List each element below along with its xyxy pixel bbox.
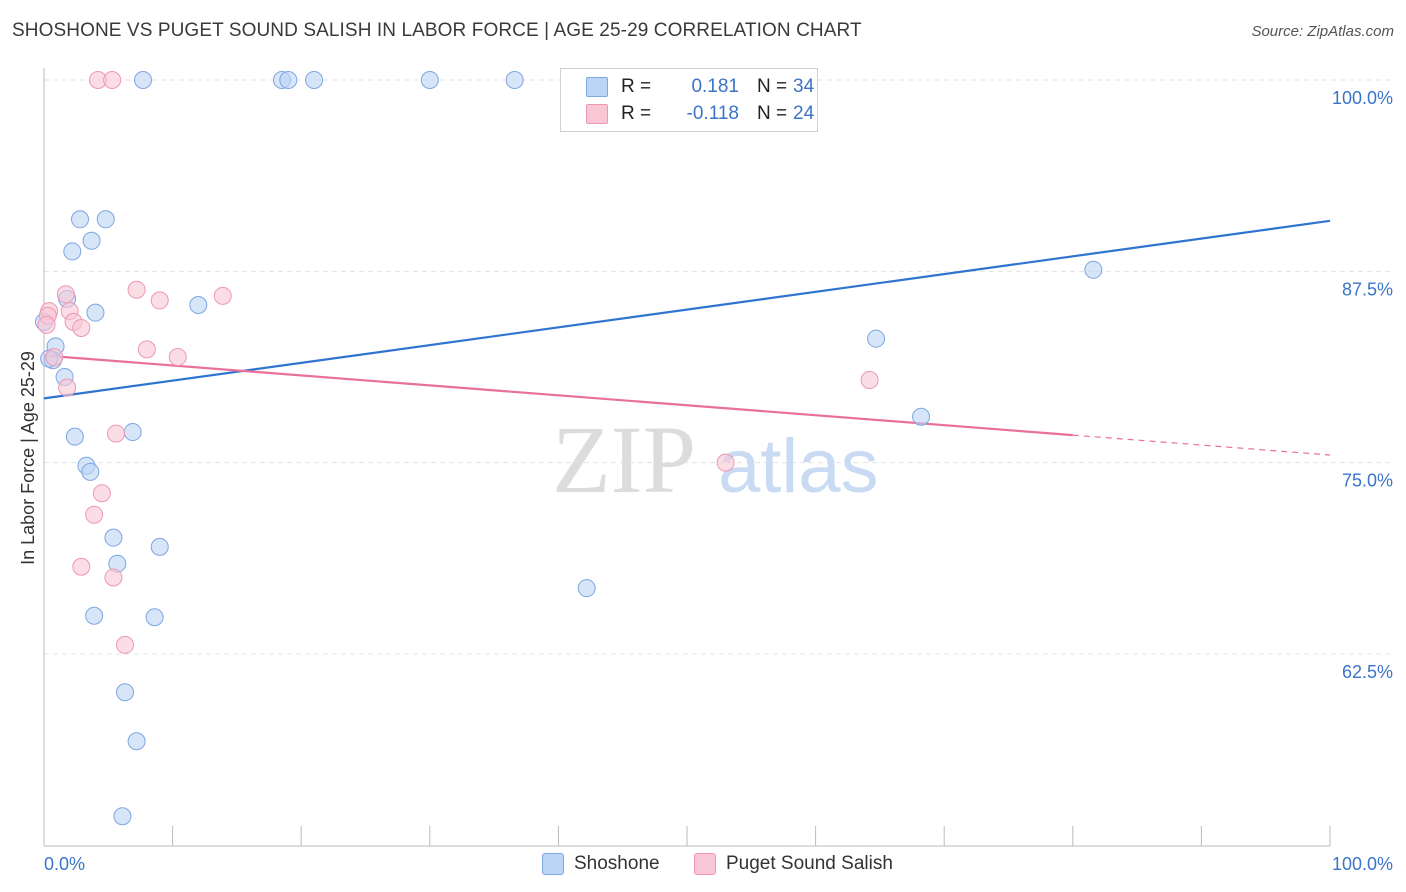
grid-lines (44, 79, 1394, 655)
salish-point (92, 484, 111, 503)
salish-point (213, 286, 232, 305)
salish-point (58, 378, 77, 397)
shoshone-point (505, 71, 524, 89)
salish-point (45, 348, 64, 367)
axes (43, 68, 1331, 847)
shoshone-point (65, 427, 84, 446)
y-tick-label: 75.0% (1342, 471, 1393, 491)
shoshone-point (71, 210, 90, 229)
shoshone-point (134, 71, 153, 89)
y-axis-label: In Labor Force | Age 25-29 (18, 351, 38, 565)
salish-point (37, 315, 56, 334)
shoshone-point (279, 71, 298, 89)
shoshone-point (123, 423, 142, 442)
shoshone-point (82, 231, 101, 250)
n-label: N = (757, 103, 788, 124)
r-value: 0.181 (691, 76, 739, 97)
tick-labels: 62.5% 75.0% 87.5% 100.0% 0.0% 100.0% (44, 88, 1393, 874)
correlation-legend: R = 0.181 N = 34 R = -0.118 N = 24 (560, 68, 818, 132)
shoshone-point (85, 606, 104, 625)
shoshone-point (113, 807, 132, 826)
x-tick-label-max: 100.0% (1332, 854, 1393, 874)
salish-point (72, 318, 91, 337)
shoshone-point (305, 71, 324, 89)
salish-point (85, 505, 104, 524)
salish-swatch (694, 853, 716, 875)
shoshone-point (867, 329, 886, 348)
r-label: R = (621, 76, 652, 97)
n-label: N = (757, 76, 788, 97)
data-points (35, 71, 1103, 826)
shoshone-point (189, 296, 208, 315)
trend-line-shoshone (43, 219, 1331, 400)
shoshone-point (912, 407, 931, 426)
shoshone-point (63, 242, 82, 261)
shoshone-point (577, 579, 596, 598)
salish-point (860, 371, 879, 390)
shoshone-point (96, 210, 115, 229)
salish-point (168, 348, 187, 367)
shoshone-point (127, 732, 146, 751)
y-tick-label: 87.5% (1342, 279, 1393, 299)
n-value: 34 (793, 76, 815, 97)
y-tick-label: 62.5% (1342, 662, 1393, 682)
salish-point (137, 340, 156, 359)
legend-label-shoshone: Shoshone (574, 853, 660, 874)
trend-line-salish (43, 354, 1073, 437)
salish-point (56, 285, 75, 304)
watermark-atlas: atlas (718, 424, 879, 509)
salish-point (116, 635, 135, 654)
x-tick-label-min: 0.0% (44, 854, 85, 874)
shoshone-point (86, 303, 105, 322)
shoshone-point (116, 683, 135, 702)
salish-point (127, 280, 146, 299)
salish-swatch (586, 104, 608, 124)
shoshone-point (420, 71, 439, 89)
legend-label-salish: Puget Sound Salish (726, 853, 893, 874)
shoshone-swatch (586, 77, 608, 97)
salish-point (150, 291, 169, 310)
shoshone-point (104, 528, 123, 547)
source-label: Source: ZipAtlas.com (1251, 23, 1394, 40)
trend-lines (43, 219, 1331, 456)
chart-title: SHOSHONE VS PUGET SOUND SALISH IN LABOR … (12, 20, 862, 41)
salish-point (107, 424, 126, 443)
salish-point (103, 71, 122, 89)
y-tick-label: 100.0% (1332, 88, 1393, 108)
legend-item-salish[interactable]: Puget Sound Salish (694, 852, 893, 876)
r-value: -0.118 (686, 103, 739, 124)
shoshone-point (150, 537, 169, 556)
trend-line-salish-extension (1072, 434, 1331, 456)
salish-point (104, 568, 123, 587)
salish-point (716, 453, 735, 472)
shoshone-point (81, 462, 100, 481)
salish-point (72, 557, 91, 576)
shoshone-point (145, 608, 164, 627)
shoshone-swatch (542, 853, 564, 875)
shoshone-point (1084, 260, 1103, 279)
r-label: R = (621, 103, 652, 124)
n-value: 24 (793, 103, 815, 124)
legend-item-shoshone[interactable]: Shoshone (542, 852, 660, 876)
watermark-zip: ZIP (552, 406, 696, 513)
